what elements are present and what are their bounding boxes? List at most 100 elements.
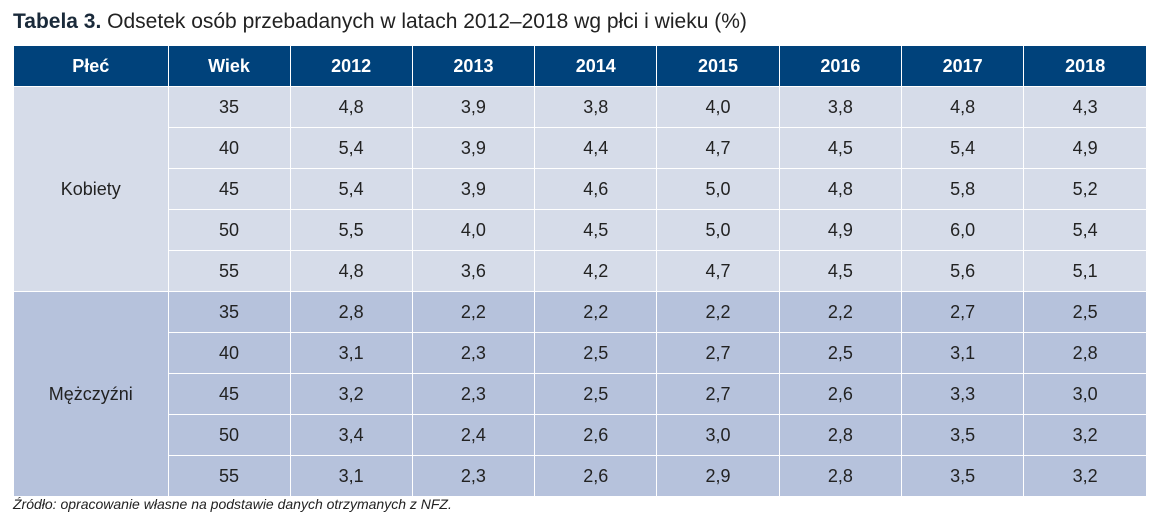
value-cell: 4,6: [534, 168, 658, 210]
value-cell: 2,4: [411, 414, 536, 456]
value-cell: 2,8: [1023, 332, 1147, 374]
value-cell: 4,5: [778, 250, 902, 292]
table-row: 50 3,4 2,4 2,6 3,0 2,8 3,5 3,2: [14, 414, 1147, 456]
age-cell: 55: [168, 250, 291, 292]
value-cell: 2,2: [411, 291, 536, 333]
header-cell: 2013: [411, 46, 536, 87]
value-cell: 2,3: [411, 332, 536, 374]
value-cell: 2,7: [656, 373, 780, 415]
value-cell: 2,6: [534, 414, 658, 456]
age-cell: 55: [168, 455, 291, 497]
value-cell: 2,8: [289, 291, 413, 333]
value-cell: 4,5: [534, 209, 658, 251]
value-cell: 5,1: [1023, 250, 1147, 292]
header-row: Płeć Wiek 2012 2013 2014 2015 2016 2017 …: [14, 46, 1147, 87]
value-cell: 3,1: [289, 332, 413, 374]
table-caption: Tabela 3. Odsetek osób przebadanych w la…: [13, 8, 747, 36]
value-cell: 3,2: [1023, 455, 1147, 497]
value-cell: 4,5: [778, 127, 902, 169]
value-cell: 2,6: [778, 373, 902, 415]
age-cell: 45: [168, 168, 291, 210]
table-row: 50 5,5 4,0 4,5 5,0 4,9 6,0 5,4: [14, 209, 1147, 251]
caption-label: Tabela 3.: [13, 10, 102, 33]
value-cell: 5,8: [900, 168, 1025, 210]
value-cell: 3,2: [289, 373, 413, 415]
value-cell: 4,4: [534, 127, 658, 169]
age-cell: 35: [167, 291, 291, 333]
value-cell: 5,0: [656, 168, 780, 210]
table-row: 55 4,8 3,6 4,2 4,7 4,5 5,6 5,1: [14, 250, 1147, 292]
value-cell: 3,3: [900, 373, 1025, 415]
value-cell: 3,1: [289, 455, 413, 497]
age-cell: 50: [168, 209, 291, 251]
value-cell: 4,7: [656, 250, 780, 292]
header-cell: 2018: [1023, 46, 1147, 87]
gender-group-cell: Mężczyźni: [14, 291, 169, 497]
value-cell: 3,5: [900, 455, 1025, 497]
value-cell: 3,0: [1023, 373, 1147, 415]
table-row: 40 5,4 3,9 4,4 4,7 4,5 5,4 4,9: [14, 127, 1147, 169]
age-cell: 45: [168, 373, 291, 415]
value-cell: 2,5: [534, 332, 658, 374]
value-cell: 4,3: [1023, 86, 1147, 128]
table-row: 45 5,4 3,9 4,6 5,0 4,8 5,8 5,2: [14, 168, 1147, 210]
value-cell: 2,8: [778, 455, 902, 497]
value-cell: 4,0: [411, 209, 536, 251]
value-cell: 5,0: [656, 209, 780, 251]
value-cell: 3,9: [411, 86, 536, 128]
value-cell: 4,0: [656, 86, 780, 128]
value-cell: 3,4: [289, 414, 413, 456]
table-row: 45 3,2 2,3 2,5 2,7 2,6 3,3 3,0: [14, 373, 1147, 415]
value-cell: 3,6: [411, 250, 536, 292]
value-cell: 3,1: [900, 332, 1025, 374]
value-cell: 4,9: [1023, 127, 1147, 169]
value-cell: 2,3: [411, 455, 536, 497]
value-cell: 3,0: [656, 414, 780, 456]
value-cell: 2,7: [656, 332, 780, 374]
value-cell: 2,7: [900, 291, 1025, 333]
value-cell: 3,8: [778, 86, 902, 128]
value-cell: 5,4: [289, 168, 413, 210]
table-row: 40 3,1 2,3 2,5 2,7 2,5 3,1 2,8: [14, 332, 1147, 374]
header-cell: Wiek: [167, 46, 291, 87]
data-table: Płeć Wiek 2012 2013 2014 2015 2016 2017 …: [14, 46, 1147, 497]
header-cell: 2017: [900, 46, 1025, 87]
header-cell: Płeć: [14, 46, 169, 87]
value-cell: 5,4: [900, 127, 1025, 169]
value-cell: 3,9: [411, 127, 536, 169]
value-cell: 5,5: [289, 209, 413, 251]
value-cell: 2,2: [778, 291, 902, 333]
table-row: Kobiety 35 4,8 3,9 3,8 4,0 3,8 4,8 4,3: [14, 86, 1147, 292]
value-cell: 2,2: [534, 291, 658, 333]
value-cell: 2,9: [656, 455, 780, 497]
value-cell: 4,8: [289, 86, 413, 128]
value-cell: 4,8: [900, 86, 1025, 128]
value-cell: 4,2: [534, 250, 658, 292]
header-cell: 2014: [534, 46, 658, 87]
value-cell: 6,0: [900, 209, 1025, 251]
value-cell: 3,5: [900, 414, 1025, 456]
value-cell: 2,5: [1023, 291, 1147, 333]
value-cell: 2,2: [656, 291, 780, 333]
value-cell: 3,8: [534, 86, 658, 128]
header-cell: 2015: [656, 46, 780, 87]
age-cell: 35: [167, 86, 291, 128]
value-cell: 3,2: [1023, 414, 1147, 456]
age-cell: 50: [168, 414, 291, 456]
value-cell: 4,8: [289, 250, 413, 292]
source-note: Źródło: opracowanie własne na podstawie …: [13, 496, 452, 512]
table-row: 55 3,1 2,3 2,6 2,9 2,8 3,5 3,2: [14, 455, 1147, 497]
value-cell: 4,9: [778, 209, 902, 251]
value-cell: 2,8: [778, 414, 902, 456]
gender-group-cell: Kobiety: [14, 86, 169, 292]
value-cell: 2,5: [534, 373, 658, 415]
caption-text: Odsetek osób przebadanych w latach 2012–…: [101, 10, 747, 33]
header-cell: 2016: [778, 46, 902, 87]
value-cell: 2,6: [534, 455, 658, 497]
header-cell: 2012: [289, 46, 413, 87]
age-cell: 40: [168, 127, 291, 169]
value-cell: 5,4: [289, 127, 413, 169]
value-cell: 3,9: [411, 168, 536, 210]
value-cell: 2,5: [778, 332, 902, 374]
value-cell: 4,8: [778, 168, 902, 210]
